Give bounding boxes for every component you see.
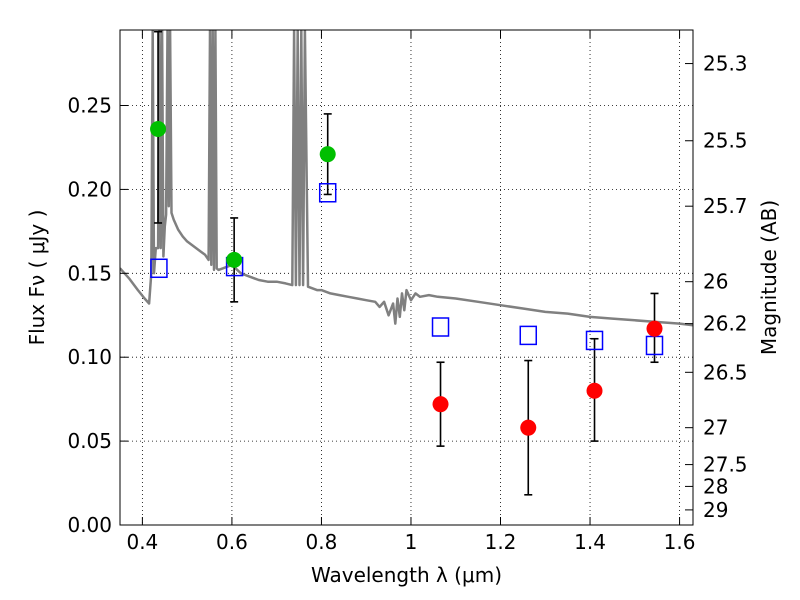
green-data-point	[226, 251, 243, 268]
right-tick-label: 26	[703, 270, 728, 294]
x-tick-label: 1.2	[485, 530, 517, 554]
right-tick-label: 29	[703, 498, 728, 522]
model-square-point	[519, 325, 538, 346]
data-markers	[150, 121, 664, 436]
red-data-point	[432, 396, 449, 413]
right-tick-label: 26.5	[703, 360, 748, 384]
right-tick-label: 28	[703, 474, 728, 498]
x-tick-label: 0.8	[306, 530, 338, 554]
x-tick-label: 1.4	[574, 530, 606, 554]
model-square-point	[585, 330, 604, 351]
model-square-point	[318, 183, 337, 203]
x-axis-label: Wavelength λ (μm)	[311, 563, 502, 587]
x-tick-label: 1.6	[664, 530, 696, 554]
y-tick-label: 0.10	[67, 345, 112, 369]
right-tick-label: 25.5	[703, 129, 748, 153]
right-tick-label: 25.7	[703, 194, 748, 218]
y-tick-label: 0.25	[67, 94, 112, 118]
y-tick-label: 0.15	[67, 261, 112, 285]
red-data-point	[520, 419, 537, 436]
green-data-point	[150, 121, 167, 137]
y-tick-label: 0.05	[67, 429, 112, 453]
ticks: 0.4 0.6 0.8 1 1.2 1.4 1.6 0.00 0.05 0.10 0.15 0.20 0…	[67, 30, 748, 554]
grid	[120, 30, 693, 525]
error-bars	[154, 30, 659, 496]
y-axis-label: Flux Fν ( μJy )	[25, 210, 49, 346]
x-tick-label: 0.6	[216, 530, 248, 554]
right-tick-label: 27.5	[703, 453, 748, 477]
right-tick-label: 26.2	[703, 312, 748, 336]
model-spectrum-line	[120, 30, 693, 327]
y-tick-label: 0.00	[67, 513, 112, 537]
y-axis-right-label: Magnitude (AB)	[757, 200, 781, 355]
y-tick-label: 0.20	[67, 177, 112, 201]
right-tick-label: 27	[703, 416, 728, 440]
green-data-point	[319, 146, 336, 163]
x-tick-label: 0.4	[126, 530, 158, 554]
red-data-point	[646, 320, 663, 337]
model-square-point	[150, 258, 168, 279]
plot-frame	[119, 29, 694, 526]
spectrum-layer	[120, 30, 693, 327]
red-data-point	[586, 382, 603, 399]
x-tick-label: 1	[405, 530, 418, 554]
model-square-point	[431, 317, 450, 337]
right-tick-label: 25.3	[703, 52, 748, 76]
